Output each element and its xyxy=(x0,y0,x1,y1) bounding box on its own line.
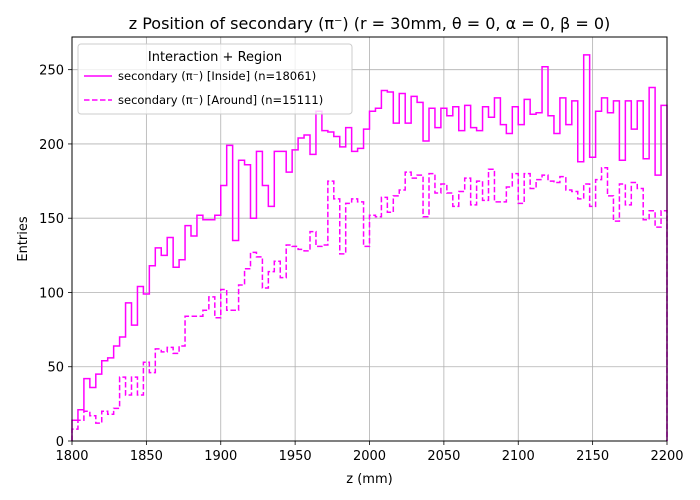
series-inside-line xyxy=(71,54,668,441)
y-axis-label: Entries xyxy=(16,216,31,262)
y-tick-label: 100 xyxy=(39,286,64,301)
x-tick-label: 2100 xyxy=(502,449,535,464)
y-tick-label: 0 xyxy=(56,435,64,450)
y-tick-label: 150 xyxy=(39,212,64,227)
x-tick-label: 2150 xyxy=(576,449,609,464)
legend-box xyxy=(77,43,353,115)
x-tick-label: 1900 xyxy=(204,449,237,464)
y-tick-label: 250 xyxy=(39,64,64,79)
y-tick-label: 50 xyxy=(47,361,64,376)
chart-title: z Position of secondary (π⁻) (r = 30mm, … xyxy=(129,14,611,33)
series-group xyxy=(71,54,668,441)
legend-entries: secondary (π⁻) [Inside] (n=18061) seconda… xyxy=(84,69,323,107)
x-tick-label: 1950 xyxy=(279,449,312,464)
x-tick-label: 2050 xyxy=(427,449,460,464)
legend: Interaction + Region secondary (π⁻) [Ins… xyxy=(77,43,353,115)
legend-label-inside: secondary (π⁻) [Inside] (n=18061) xyxy=(118,69,316,83)
x-tick-label: 1850 xyxy=(130,449,163,464)
x-tick-label: 2000 xyxy=(353,449,386,464)
ticks: 1800 1850 1900 1950 2000 2050 2100 2150 2200 0 50 1… xyxy=(39,64,683,464)
y-tick-label: 200 xyxy=(39,138,64,153)
series-around-line xyxy=(71,166,668,441)
legend-title: Interaction + Region xyxy=(148,50,282,65)
x-tick-label: 1800 xyxy=(55,449,88,464)
x-tick-label: 2200 xyxy=(650,449,683,464)
legend-label-around: secondary (π⁻) [Around] (n=15111) xyxy=(118,93,323,107)
x-axis-label: z (mm) xyxy=(346,472,392,487)
